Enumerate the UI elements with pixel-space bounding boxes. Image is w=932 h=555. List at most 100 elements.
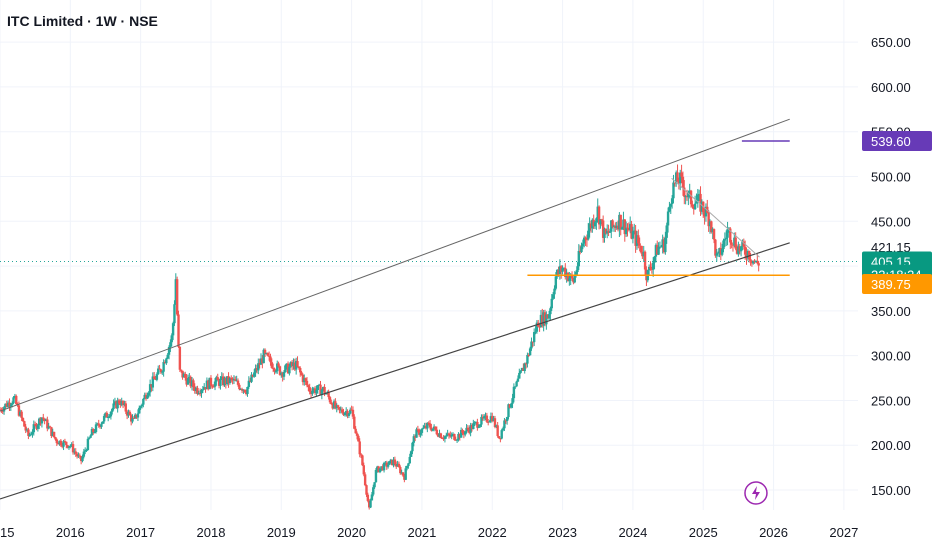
candle-body bbox=[254, 368, 257, 373]
candle-body bbox=[684, 196, 687, 198]
candle-body bbox=[102, 415, 106, 422]
candle-body bbox=[62, 441, 65, 447]
candle-body bbox=[720, 249, 724, 255]
candle-body bbox=[269, 356, 272, 363]
x-tick-label: 2021 bbox=[407, 525, 436, 540]
candle-body bbox=[630, 224, 633, 239]
candle-body bbox=[395, 464, 398, 467]
candle-body bbox=[47, 426, 50, 429]
candle-body bbox=[443, 436, 447, 439]
candle-body bbox=[683, 187, 686, 197]
candle-body bbox=[424, 425, 428, 429]
candle-body bbox=[134, 414, 137, 418]
candle-body bbox=[519, 370, 522, 373]
candle-body bbox=[535, 322, 539, 332]
candle-body bbox=[36, 425, 40, 429]
candle-body bbox=[572, 278, 575, 283]
candle-body bbox=[538, 326, 541, 328]
candle-body bbox=[420, 428, 424, 433]
candle-body bbox=[327, 392, 330, 398]
candle-body bbox=[65, 441, 68, 446]
candle-body bbox=[101, 421, 104, 424]
candle-body bbox=[596, 206, 599, 219]
y-tick-label: 500.00 bbox=[871, 169, 911, 184]
candle-body bbox=[374, 469, 378, 483]
candle-body bbox=[499, 438, 502, 440]
candle-body bbox=[566, 273, 570, 281]
candle-body bbox=[669, 204, 672, 207]
candle-body bbox=[543, 312, 547, 325]
candle-body bbox=[32, 424, 36, 433]
icons[interactable] bbox=[744, 481, 768, 505]
candle-body bbox=[692, 206, 695, 210]
candle-body bbox=[468, 429, 471, 433]
downtrend-line[interactable] bbox=[671, 177, 760, 258]
candle-body bbox=[578, 250, 582, 253]
chart-title: ITC Limited · 1W · NSE bbox=[7, 13, 158, 29]
candle-body bbox=[330, 402, 333, 405]
candle-body bbox=[235, 380, 238, 382]
candle-body bbox=[349, 409, 352, 414]
candle-body bbox=[73, 451, 76, 453]
candle-body bbox=[301, 374, 305, 383]
candle-body bbox=[316, 385, 320, 391]
candle-body bbox=[197, 393, 200, 395]
candle-body bbox=[315, 390, 318, 394]
candle-body bbox=[182, 373, 186, 378]
candle-body bbox=[247, 380, 251, 387]
candle-body bbox=[224, 378, 228, 385]
candle-body bbox=[257, 363, 260, 371]
candle-body bbox=[564, 267, 567, 278]
candle-body bbox=[19, 411, 22, 416]
candle-body bbox=[221, 376, 225, 386]
candle-body bbox=[120, 400, 123, 406]
candle-body bbox=[294, 361, 298, 370]
trendlines[interactable] bbox=[0, 118, 858, 500]
candle-body bbox=[461, 429, 464, 434]
candle-body bbox=[492, 418, 495, 422]
candle-body bbox=[350, 409, 353, 411]
candle-body bbox=[339, 409, 342, 411]
candle-body bbox=[568, 278, 571, 281]
candle-body bbox=[15, 395, 18, 404]
candle-body bbox=[278, 366, 282, 375]
candle-body bbox=[699, 193, 702, 212]
candle-body bbox=[200, 390, 203, 394]
candle-body bbox=[409, 451, 413, 457]
candle-body bbox=[422, 427, 425, 429]
candle-body bbox=[470, 425, 474, 430]
candle-body bbox=[489, 416, 493, 422]
candle-body bbox=[204, 387, 207, 390]
candle-body bbox=[428, 423, 432, 428]
channel-upper-line[interactable] bbox=[0, 118, 790, 412]
candle-body bbox=[59, 440, 63, 446]
candle-body bbox=[743, 246, 747, 255]
x-tick-label: 2023 bbox=[548, 525, 577, 540]
candle-body bbox=[623, 219, 626, 235]
channel-lower-line[interactable] bbox=[0, 242, 790, 500]
candle-body bbox=[38, 418, 41, 426]
candle-body bbox=[240, 389, 244, 391]
candle-body bbox=[169, 342, 172, 347]
candle-body bbox=[436, 434, 440, 437]
candle-body bbox=[458, 434, 462, 438]
candle-body bbox=[246, 386, 249, 394]
candle-body bbox=[147, 392, 150, 396]
x-tick-label: 2017 bbox=[126, 525, 155, 540]
candle-body bbox=[286, 363, 290, 374]
candle-body bbox=[100, 423, 103, 427]
candle-body bbox=[192, 380, 195, 388]
candle-body bbox=[704, 206, 708, 217]
candle-body bbox=[138, 407, 141, 414]
candle-body bbox=[472, 423, 475, 430]
candle-body bbox=[359, 454, 363, 456]
candle-body bbox=[679, 172, 682, 184]
candle-body bbox=[400, 472, 403, 474]
candle-body bbox=[611, 220, 614, 227]
candle-body bbox=[77, 455, 80, 457]
candle-body bbox=[142, 398, 145, 405]
candle-body bbox=[562, 267, 566, 269]
candle-body bbox=[94, 424, 98, 433]
